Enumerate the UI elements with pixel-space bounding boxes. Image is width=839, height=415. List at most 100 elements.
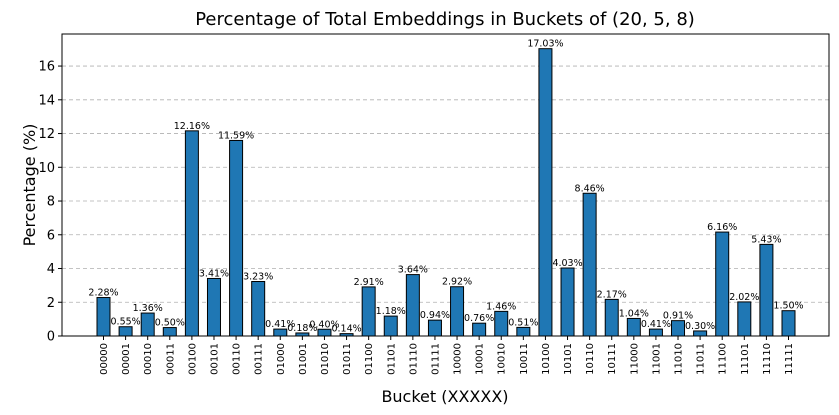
data-label: 1.36% [133, 303, 163, 314]
data-label: 1.04% [619, 308, 649, 319]
x-tick-label: 10010 [497, 343, 508, 375]
data-label: 0.40% [309, 319, 339, 330]
data-label: 11.59% [218, 130, 254, 141]
y-tick-label: 0 [47, 330, 55, 345]
x-tick-label: 10001 [475, 343, 486, 375]
x-tick-label: 10011 [519, 343, 530, 375]
bar-00010 [140, 312, 155, 337]
data-label: 0.50% [155, 318, 185, 329]
x-tick-label: 00011 [165, 343, 176, 375]
x-tick-label: 10110 [585, 343, 596, 375]
x-tick-label: 01001 [298, 343, 309, 375]
bar-10001 [472, 322, 487, 337]
x-tick-label: 10111 [607, 343, 618, 375]
x-tick-label: 00100 [187, 343, 198, 375]
bar-01110 [405, 274, 420, 337]
x-tick-label: 11100 [718, 343, 729, 375]
data-label: 3.23% [243, 272, 273, 283]
x-tick-label: 01010 [320, 343, 331, 375]
bar-11110 [759, 243, 774, 337]
bar-00101 [206, 277, 221, 337]
bar-00011 [162, 327, 177, 337]
y-tick-label: 2 [47, 296, 55, 311]
x-tick-label: 01000 [276, 343, 287, 375]
data-label: 0.94% [420, 310, 450, 321]
data-label: 5.43% [751, 234, 781, 245]
data-label: 8.46% [575, 183, 605, 194]
data-label: 0.18% [287, 323, 317, 334]
data-label: 4.03% [552, 258, 582, 269]
bar-11100 [715, 231, 730, 337]
bar-11010 [671, 320, 686, 337]
bar-11111 [781, 310, 796, 337]
bar-10100 [538, 48, 553, 337]
x-axis: 00000 00001 00010 00011 00100 00101 00110 00111… [99, 336, 795, 375]
data-label: 0.41% [641, 319, 671, 330]
bar-00000 [96, 297, 111, 337]
y-axis-label: Percentage (%) [20, 124, 39, 247]
data-label: 2.91% [354, 277, 384, 288]
bar-10110 [582, 192, 597, 337]
grid-lines [62, 65, 829, 303]
bar-10101 [560, 267, 575, 337]
y-tick-label: 12 [38, 127, 55, 142]
data-label: 2.92% [442, 277, 472, 288]
bar-00100 [184, 130, 199, 337]
x-tick-label: 11011 [696, 343, 707, 375]
y-axis: 0 2 4 6 8 10 12 14 16 [38, 60, 62, 345]
bar-10111 [604, 298, 619, 337]
data-label: 1.18% [376, 306, 406, 317]
x-tick-label: 11000 [629, 343, 640, 375]
x-tick-label: 01011 [342, 343, 353, 375]
data-label: 0.30% [685, 321, 715, 332]
y-tick-label: 14 [38, 93, 55, 108]
data-label: 6.16% [707, 222, 737, 233]
bar-11000 [626, 317, 641, 337]
x-tick-label: 11010 [674, 343, 685, 375]
x-tick-label: 10101 [563, 343, 574, 375]
data-label: 12.16% [174, 121, 210, 132]
x-tick-label: 00101 [209, 343, 220, 375]
bar-10010 [494, 310, 509, 337]
x-tick-label: 00111 [254, 343, 265, 375]
x-tick-label: 00110 [232, 343, 243, 375]
x-tick-label: 01111 [430, 343, 441, 375]
data-label: 2.02% [729, 292, 759, 303]
data-label: 1.46% [486, 301, 516, 312]
y-tick-label: 16 [38, 60, 55, 75]
x-tick-label: 10000 [453, 343, 464, 375]
data-label: 0.76% [464, 313, 494, 324]
bar-01000 [273, 328, 288, 337]
data-label: 0.51% [508, 317, 538, 328]
bar-10000 [450, 286, 465, 337]
data-labels: 2.28% 0.55% 1.36% 0.50% 12.16% 3.41% 11.59% 3.2… [88, 39, 803, 335]
x-tick-label: 11110 [762, 343, 773, 375]
bar-10011 [516, 326, 531, 337]
y-tick-label: 6 [47, 228, 55, 243]
bar-11101 [737, 301, 752, 337]
data-label: 17.03% [527, 39, 563, 50]
x-axis-label: Bucket (XXXXX) [381, 387, 508, 406]
chart-title: Percentage of Total Embeddings in Bucket… [195, 9, 695, 30]
bar-01111 [427, 319, 442, 337]
bar-11001 [648, 328, 663, 337]
data-label: 1.50% [773, 301, 803, 312]
x-tick-label: 01100 [364, 343, 375, 375]
y-tick-label: 10 [38, 161, 55, 176]
data-label: 0.55% [111, 317, 141, 328]
data-label: 2.17% [597, 289, 627, 300]
bar-00110 [229, 139, 244, 337]
y-tick-label: 4 [47, 262, 55, 277]
x-tick-label: 01110 [408, 343, 419, 375]
bar-00001 [118, 326, 133, 337]
x-tick-label: 11001 [651, 343, 662, 375]
plot-frame [61, 33, 830, 337]
bar-01100 [361, 286, 376, 337]
x-tick-label: 00001 [121, 343, 132, 375]
bar-00111 [251, 281, 266, 337]
data-label: 0.91% [663, 311, 693, 322]
bar-01101 [383, 315, 398, 337]
data-label: 0.41% [265, 319, 295, 330]
